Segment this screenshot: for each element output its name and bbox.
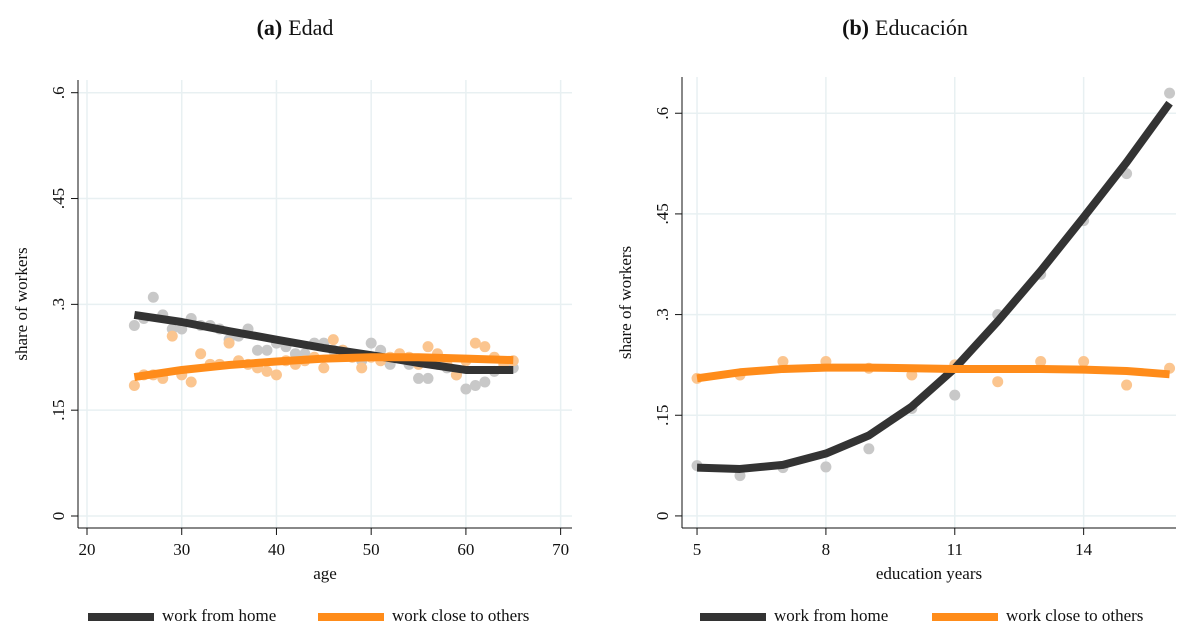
data-point — [949, 389, 961, 401]
y-tick-label: .45 — [49, 188, 68, 209]
legend-label: work from home — [774, 606, 888, 625]
data-point — [185, 376, 197, 388]
x-tick-label: 14 — [1075, 540, 1093, 559]
fit-line — [133, 310, 514, 374]
data-point — [261, 344, 273, 356]
data-point — [327, 334, 339, 346]
title-label: (b) — [842, 15, 869, 40]
data-point — [195, 348, 207, 360]
x-axis-label: education years — [876, 564, 982, 583]
data-point — [777, 356, 789, 368]
legend-label: work close to others — [1006, 606, 1143, 625]
data-point — [734, 470, 746, 482]
data-point — [469, 379, 481, 391]
data-point — [128, 320, 140, 332]
y-tick-label: .15 — [49, 400, 68, 421]
x-tick-label: 70 — [552, 540, 569, 559]
data-point — [365, 337, 377, 349]
data-point — [1078, 356, 1090, 368]
y-tick-label: .3 — [653, 308, 672, 321]
data-point — [479, 376, 491, 388]
x-tick-label: 60 — [457, 540, 474, 559]
x-tick-label: 5 — [693, 540, 702, 559]
data-point — [479, 341, 491, 353]
data-point — [469, 337, 481, 349]
legend-label: work close to others — [392, 606, 529, 625]
data-point — [270, 369, 282, 381]
y-tick-label: 0 — [49, 512, 68, 521]
chart-title: (b) Educación — [842, 15, 968, 40]
y-tick-label: .6 — [49, 86, 68, 99]
x-tick-label: 50 — [363, 540, 380, 559]
x-tick-label: 40 — [268, 540, 285, 559]
data-point — [422, 372, 434, 384]
x-tick-label: 20 — [78, 540, 95, 559]
chart-title: (a) Edad — [257, 15, 334, 40]
data-point — [223, 337, 235, 349]
y-tick-label: 0 — [653, 512, 672, 521]
title-text: Edad — [288, 15, 333, 40]
data-point — [128, 379, 140, 391]
y-tick-label: .15 — [653, 405, 672, 426]
data-point — [422, 341, 434, 353]
x-tick-label: 8 — [822, 540, 831, 559]
data-point — [166, 330, 178, 342]
fit-line — [696, 100, 1173, 473]
data-point — [356, 362, 368, 374]
data-point — [261, 365, 273, 377]
data-point — [1164, 87, 1176, 99]
x-axis-label: age — [313, 564, 337, 583]
data-point — [252, 344, 264, 356]
data-point — [1121, 379, 1133, 391]
legend-label: work from home — [162, 606, 276, 625]
data-point — [1035, 356, 1047, 368]
y-tick-label: .6 — [653, 107, 672, 120]
data-point — [413, 372, 425, 384]
data-point — [318, 362, 330, 374]
fit-line — [696, 363, 1170, 383]
y-tick-label: .45 — [653, 203, 672, 224]
data-point — [147, 291, 159, 303]
y-tick-label: .3 — [49, 298, 68, 311]
fit-line — [133, 353, 514, 381]
data-point — [863, 443, 875, 455]
data-point — [460, 383, 472, 395]
data-point — [992, 376, 1004, 388]
title-label: (a) — [257, 15, 283, 40]
y-axis-label: share of workers — [616, 246, 635, 359]
y-axis-label: share of workers — [12, 247, 31, 360]
title-text: Educación — [875, 15, 968, 40]
data-point — [820, 461, 832, 473]
x-tick-label: 11 — [947, 540, 963, 559]
x-tick-label: 30 — [173, 540, 190, 559]
